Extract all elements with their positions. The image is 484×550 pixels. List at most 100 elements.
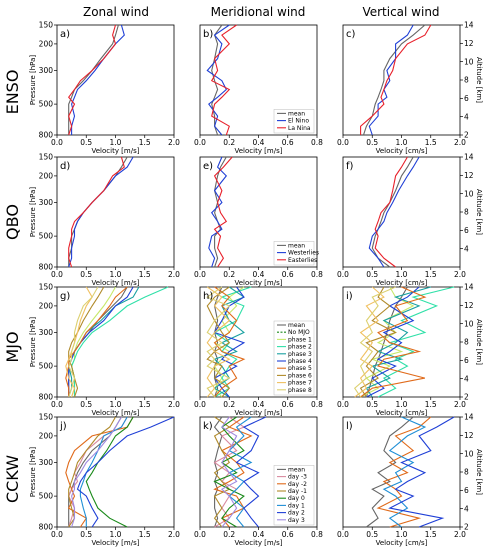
- legend-label: day -1: [288, 488, 307, 495]
- legend-label: day 3: [288, 517, 305, 524]
- series-line-la-nina: [360, 24, 432, 135]
- legend-label: Easterlies: [288, 257, 317, 264]
- x-axis-label: Velocity [m/s]: [235, 147, 283, 155]
- legend-label: phase 5: [288, 365, 312, 372]
- x-tick-label: 0.5: [366, 138, 378, 147]
- series-line-westerlies: [368, 156, 420, 268]
- x-axis-label: Velocity [m/s]: [92, 147, 140, 155]
- y-tick-label: 800: [39, 393, 54, 402]
- y-axis-label: Pressure [hPa]: [29, 187, 37, 237]
- legend-label: phase 3: [288, 351, 312, 358]
- row-label-mjo: MJO: [3, 331, 22, 362]
- series-line-phase-3: [365, 286, 431, 398]
- y-tick-label: 150: [39, 413, 54, 422]
- x-tick-label: 0.0: [194, 270, 206, 279]
- series-line-day-1: [228, 416, 253, 528]
- series-line-phase-7: [354, 286, 385, 398]
- x-tick-label: 0.5: [80, 400, 92, 409]
- row-label-enso: ENSO: [3, 70, 22, 115]
- y2-axis-label: Altitude [km]: [475, 189, 483, 235]
- series-line-day-0: [213, 416, 245, 528]
- x-tick-label: 0.6: [282, 400, 294, 409]
- row-label-qbo: QBO: [3, 204, 22, 240]
- legend-label: day 0: [288, 495, 305, 502]
- x-tick-label: 1.0: [396, 400, 408, 409]
- x-tick-label: 2.0: [454, 530, 466, 539]
- y2-tick-label: 4: [464, 374, 469, 383]
- series-line-day--2: [376, 416, 432, 528]
- y2-tick-label: 8: [464, 208, 469, 217]
- series-line-day-1: [79, 416, 128, 527]
- x-tick-label: 0.8: [311, 138, 323, 147]
- series-line-phase-1: [360, 286, 415, 398]
- y-tick-label: 500: [39, 232, 54, 241]
- y2-tick-label: 12: [464, 39, 474, 48]
- legend-label: day 2: [288, 510, 305, 517]
- x-tick-label: 0.5: [80, 270, 92, 279]
- x-tick-label: 1.0: [110, 270, 122, 279]
- series-line-phase-5: [360, 286, 427, 398]
- panels: 0.0 0.5 1.0 1.5 2.0 Velocity [m/s] 150 200 300 50…: [29, 21, 483, 547]
- panel-frame: [199, 156, 318, 268]
- series-line-westerlies: [208, 156, 228, 268]
- x-tick-label: 1.5: [425, 138, 437, 147]
- series-line-phase-4: [213, 286, 246, 398]
- x-axis-label: Velocity [cm/s]: [376, 409, 428, 417]
- y2-tick-label: 14: [464, 153, 474, 162]
- legend-label: No MJO: [288, 329, 310, 336]
- x-tick-label: 0.8: [311, 530, 323, 539]
- panel-label: a): [60, 29, 70, 40]
- y2-axis-label: Altitude [km]: [475, 319, 483, 365]
- y2-tick-label: 2: [464, 393, 469, 402]
- y2-tick-label: 6: [464, 356, 469, 365]
- panel-label: d): [60, 161, 70, 172]
- panel-frame: [56, 24, 175, 136]
- x-tick-label: 1.5: [139, 530, 151, 539]
- y2-tick-label: 10: [464, 319, 474, 328]
- x-tick-label: 0.5: [366, 270, 378, 279]
- series-group: [368, 156, 420, 268]
- x-tick-label: 2.0: [168, 400, 180, 409]
- y-tick-label: 500: [39, 362, 54, 371]
- x-tick-label: 0.0: [337, 400, 349, 409]
- legend-label: phase 6: [288, 372, 312, 379]
- y-tick-label: 200: [39, 302, 54, 311]
- x-tick-label: 0.8: [311, 270, 323, 279]
- panel-label: b): [203, 29, 213, 40]
- x-tick-label: 0.2: [223, 138, 235, 147]
- x-tick-label: 0.4: [253, 138, 265, 147]
- x-tick-label: 0.0: [337, 530, 349, 539]
- y2-tick-label: 6: [464, 486, 469, 495]
- x-axis-label: Velocity [m/s]: [92, 279, 140, 287]
- x-tick-label: 0.8: [311, 400, 323, 409]
- y2-tick-label: 12: [464, 301, 474, 310]
- legend-box: [273, 109, 315, 134]
- panel-a: 0.0 0.5 1.0 1.5 2.0 Velocity [m/s] 150 200 300 50…: [29, 21, 180, 155]
- row-labels: ENSO QBO MJO CCKW: [3, 70, 22, 503]
- row-label-cckw: CCKW: [3, 455, 22, 503]
- x-tick-label: 1.0: [110, 400, 122, 409]
- y-tick-label: 800: [39, 523, 54, 532]
- x-axis-label: Velocity [m/s]: [235, 279, 283, 287]
- column-title-meridional: Meridional wind: [211, 5, 306, 19]
- x-tick-label: 0.0: [194, 400, 206, 409]
- series-group: [360, 24, 432, 136]
- legend-label: day -3: [288, 474, 307, 481]
- panel-f: 0.0 0.5 1.0 1.5 2.0 Velocity [cm/s] 4 6 8 10 12 14 A…: [337, 153, 483, 287]
- y-axis-label: Pressure [hPa]: [29, 55, 37, 105]
- x-tick-label: 0.0: [337, 138, 349, 147]
- series-line-day-2: [76, 416, 175, 528]
- series-line-day-3: [220, 416, 238, 528]
- x-tick-label: 1.5: [425, 270, 437, 279]
- x-tick-label: 1.0: [110, 530, 122, 539]
- legend-label: mean: [288, 110, 305, 117]
- series-line-phase-6: [359, 286, 397, 398]
- series-line-day-0: [85, 416, 134, 528]
- y2-tick-label: 8: [464, 76, 469, 85]
- series-line-phase-8: [353, 286, 396, 398]
- legend-label: phase 1: [288, 336, 312, 343]
